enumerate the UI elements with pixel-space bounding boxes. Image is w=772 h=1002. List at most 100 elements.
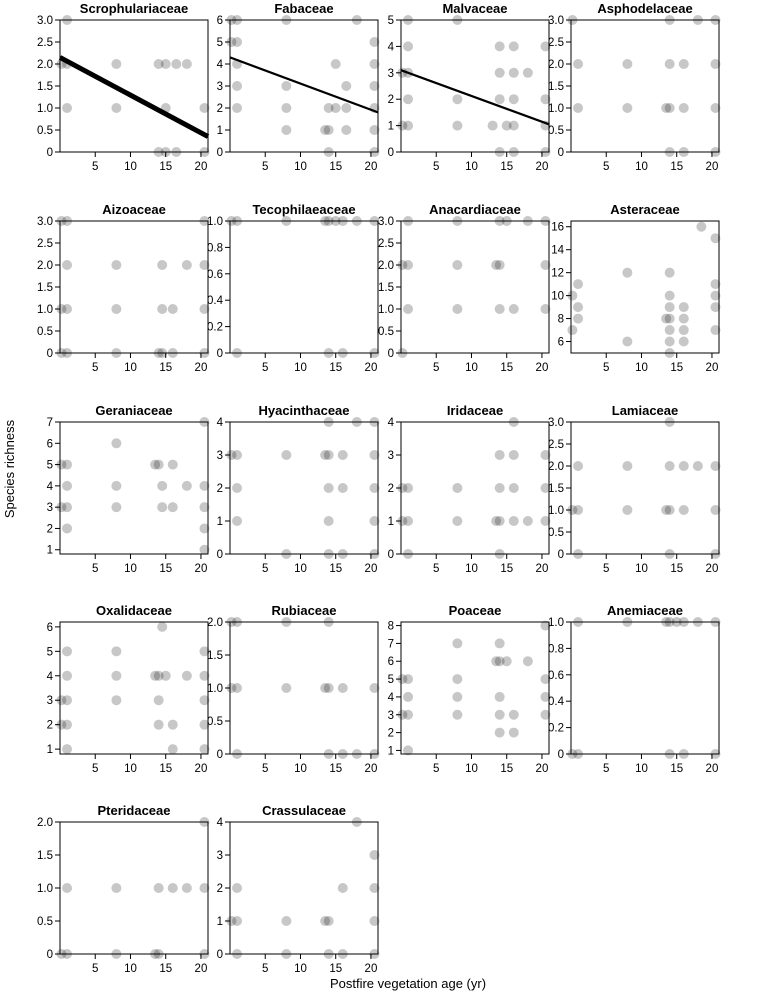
- x-tick-label: 15: [500, 161, 513, 173]
- panel-geraniaceae: Geraniaceae 1 2 3 4 5 6 7 5 10 15 20: [47, 403, 210, 575]
- y-tick-label: 1.5: [37, 282, 53, 294]
- data-point: [508, 483, 519, 493]
- y-tick-label: 3.0: [37, 15, 53, 27]
- data-point: [540, 483, 551, 493]
- data-point: [567, 290, 578, 301]
- y-tick-label: 1: [388, 745, 394, 757]
- data-point: [501, 120, 512, 131]
- panel-hyacinthaceae: Hyacinthaceae 0 1 2 3 4 5 10 15 20: [217, 403, 380, 575]
- data-point: [281, 683, 292, 693]
- data-point: [62, 459, 73, 470]
- data-point: [710, 233, 721, 244]
- x-axis-title: Postfire vegetation age (yr): [330, 976, 486, 991]
- data-point: [508, 67, 519, 78]
- data-point: [369, 59, 380, 69]
- data-point: [710, 461, 721, 471]
- panel-title: Fabaceae: [274, 1, 333, 16]
- data-point: [226, 450, 237, 460]
- y-tick-label: 0: [217, 749, 223, 761]
- panel-fabaceae: Fabaceae 0 1 2 3 4 5 6 5 10 15 20: [217, 1, 380, 173]
- x-tick-label: 15: [329, 563, 342, 575]
- data-point: [181, 260, 192, 270]
- y-tick-label: 2.5: [37, 238, 53, 250]
- x-tick-label: 15: [159, 362, 172, 374]
- y-tick-label: 0.5: [37, 916, 53, 928]
- data-point: [62, 480, 73, 491]
- data-points: [397, 620, 551, 756]
- x-tick-label: 5: [603, 763, 609, 775]
- data-point: [494, 516, 505, 526]
- data-point: [403, 483, 414, 493]
- x-tick-label: 5: [262, 963, 268, 975]
- y-tick-label: 4: [217, 59, 224, 71]
- data-point: [540, 516, 551, 526]
- data-points: [56, 621, 210, 755]
- y-tick-label: 0: [217, 348, 223, 360]
- y-tick-label: 0.6: [207, 269, 223, 281]
- trend-line: [400, 69, 550, 126]
- x-tick-label: 10: [635, 763, 648, 775]
- x-tick-label: 5: [603, 362, 609, 374]
- data-point: [622, 505, 633, 515]
- data-point: [330, 103, 341, 113]
- data-point: [452, 120, 463, 131]
- data-point: [62, 719, 73, 730]
- trend-line: [229, 56, 379, 114]
- x-tick-label: 5: [92, 563, 98, 575]
- y-tick-label: 1: [388, 121, 394, 133]
- data-point: [167, 744, 178, 755]
- data-point: [369, 883, 380, 893]
- y-tick-label: 1.5: [37, 850, 53, 862]
- x-tick-label: 20: [706, 563, 719, 575]
- data-points: [226, 15, 380, 157]
- panel-title: Tecophilaeaceae: [252, 202, 355, 217]
- data-point: [199, 670, 210, 681]
- data-point: [710, 279, 721, 290]
- data-point: [369, 850, 380, 860]
- data-point: [232, 516, 243, 526]
- data-point: [181, 480, 192, 491]
- data-point: [661, 505, 672, 515]
- data-point: [62, 883, 73, 893]
- data-point: [491, 516, 502, 526]
- x-tick-label: 15: [329, 763, 342, 775]
- data-point: [452, 516, 463, 526]
- data-point: [494, 450, 505, 460]
- y-tick-label: 3: [47, 695, 53, 707]
- data-point: [397, 67, 408, 78]
- data-point: [157, 304, 168, 314]
- y-tick-label: 7: [388, 638, 394, 650]
- data-point: [403, 120, 414, 131]
- x-tick-label: 20: [365, 763, 378, 775]
- data-point: [153, 883, 164, 893]
- data-point: [508, 709, 519, 720]
- data-point: [369, 516, 380, 526]
- y-tick-label: 3.0: [378, 216, 394, 228]
- data-point: [153, 670, 164, 681]
- y-tick-label: 2.5: [378, 238, 394, 250]
- data-point: [522, 67, 533, 78]
- data-point: [369, 683, 380, 693]
- data-point: [232, 450, 243, 460]
- data-point: [150, 670, 161, 681]
- x-tick-label: 10: [124, 362, 137, 374]
- data-point: [199, 695, 210, 706]
- data-point: [341, 81, 352, 91]
- data-point: [181, 670, 192, 681]
- data-point: [540, 94, 551, 105]
- y-tick-label: 4: [388, 41, 395, 53]
- data-point: [540, 450, 551, 460]
- data-point: [678, 336, 689, 347]
- y-tick-label: 1.5: [548, 81, 564, 93]
- y-tick-label: 0.5: [378, 326, 394, 338]
- data-point: [664, 302, 675, 313]
- data-point: [403, 745, 414, 756]
- y-tick-label: 10: [551, 291, 564, 303]
- data-point: [281, 125, 292, 135]
- data-point: [540, 260, 551, 270]
- data-points: [397, 15, 551, 157]
- y-tick-label: 6: [388, 656, 394, 668]
- x-tick-label: 20: [195, 362, 208, 374]
- plot-frame: [229, 220, 379, 354]
- data-point: [622, 103, 633, 113]
